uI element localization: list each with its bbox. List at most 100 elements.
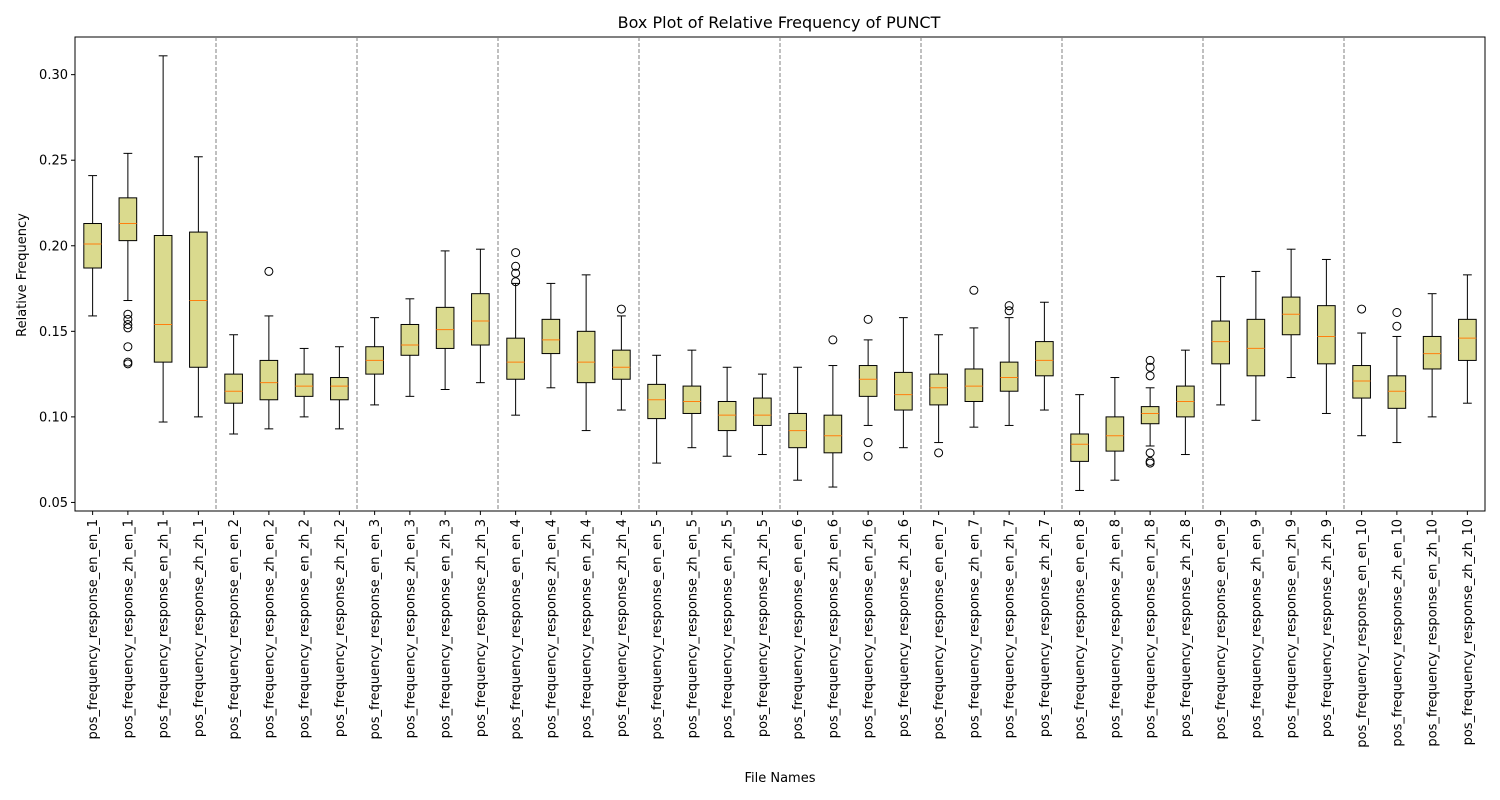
x-tick-label: pos_frequency_response_en_en_4	[509, 519, 524, 739]
box-group	[83, 175, 102, 317]
x-tick-label: pos_frequency_response_zh_en_10	[1390, 519, 1405, 747]
box-group	[717, 366, 737, 457]
x-tick-label: pos_frequency_response_en_en_8	[1073, 519, 1088, 739]
box-iqr	[1352, 365, 1371, 399]
box-iqr	[294, 373, 314, 397]
y-axis: 0.05 0.10 0.15 0.20 0.25 0.30	[39, 68, 75, 511]
box-group	[330, 346, 349, 430]
box-iqr	[894, 371, 913, 411]
box-iqr	[929, 373, 948, 406]
x-tick-label: pos_frequency_response_zh_en_5	[685, 519, 700, 738]
x-tick-label: pos_frequency_response_zh_zh_10	[1461, 519, 1476, 745]
box-group	[1352, 304, 1371, 437]
box-group	[1211, 276, 1230, 406]
box-group	[365, 317, 384, 406]
box-iqr	[541, 318, 561, 355]
x-tick-label: pos_frequency_response_en_zh_2	[298, 519, 313, 738]
x-tick-label: pos_frequency_response_zh_zh_4	[615, 519, 630, 737]
box-group	[224, 334, 243, 435]
x-tick-label: pos_frequency_response_zh_zh_6	[897, 519, 912, 737]
x-tick-label: pos_frequency_response_zh_en_1	[121, 519, 136, 738]
x-tick-label: pos_frequency_response_zh_zh_9	[1320, 519, 1335, 737]
x-tick-label: pos_frequency_response_en_zh_9	[1285, 519, 1300, 738]
outlier-point	[123, 323, 133, 333]
outlier-point	[123, 314, 133, 324]
box-iqr	[330, 377, 349, 401]
box-iqr	[964, 368, 984, 402]
y-tick-label: 0.25	[39, 154, 68, 169]
outlier-point	[1145, 362, 1155, 372]
y-tick-label: 0.10	[39, 410, 68, 425]
x-tick-label: pos_frequency_response_en_en_2	[227, 519, 242, 739]
box-iqr	[1246, 318, 1266, 377]
box-group	[1070, 394, 1089, 491]
box-iqr	[858, 365, 878, 397]
x-tick-label: pos_frequency_response_en_zh_4	[580, 519, 595, 738]
box-group	[788, 366, 807, 481]
outlier-point	[123, 319, 133, 329]
x-tick-label: pos_frequency_response_zh_en_2	[262, 519, 277, 738]
outlier-point	[511, 268, 521, 278]
outlier-point	[511, 277, 521, 287]
box-group	[541, 282, 561, 389]
outlier-point	[863, 451, 873, 461]
x-axis-label: File Names	[744, 771, 815, 786]
box-group	[858, 314, 878, 461]
box-iqr	[83, 223, 102, 269]
x-tick-label: pos_frequency_response_zh_en_6	[826, 519, 841, 738]
x-tick-label: pos_frequency_response_en_zh_8	[1144, 519, 1159, 738]
box-group	[1317, 258, 1336, 414]
box-group	[1140, 355, 1160, 468]
box-group	[153, 55, 173, 423]
x-tick-label: pos_frequency_response_zh_zh_8	[1179, 519, 1194, 737]
y-tick-label: 0.15	[39, 325, 68, 340]
x-tick-label: pos_frequency_response_zh_zh_7	[1038, 519, 1053, 737]
box-iqr	[576, 330, 596, 384]
x-tick-label: pos_frequency_response_en_zh_7	[1003, 519, 1018, 738]
box-iqr	[1458, 318, 1477, 361]
box-iqr	[1070, 433, 1089, 462]
x-tick-label: pos_frequency_response_en_zh_5	[721, 519, 736, 738]
box-group	[1246, 270, 1266, 421]
box-group	[294, 347, 314, 418]
box-group	[471, 248, 490, 384]
x-tick-label: pos_frequency_response_en_en_6	[791, 519, 806, 739]
box-group	[506, 248, 525, 416]
x-axis: pos_frequency_response_en_en_1 pos_freque…	[86, 511, 1476, 748]
box-iqr	[400, 323, 420, 356]
box-group	[823, 335, 843, 488]
outlier-point	[1145, 458, 1155, 468]
box-iqr	[1387, 375, 1407, 409]
x-tick-label: pos_frequency_response_en_zh_10	[1426, 519, 1441, 747]
box-group	[1105, 377, 1125, 481]
boxes	[83, 55, 1477, 491]
box-group	[753, 373, 772, 456]
x-tick-label: pos_frequency_response_zh_en_8	[1108, 519, 1123, 738]
group-separators	[215, 37, 1345, 511]
outlier-point	[123, 357, 133, 367]
outlier-point	[934, 448, 944, 458]
box-iqr	[189, 231, 208, 368]
box-iqr	[1140, 406, 1160, 425]
chart-title: Box Plot of Relative Frequency of PUNCT	[618, 13, 941, 32]
box-group	[1176, 349, 1195, 456]
box-group	[118, 152, 138, 369]
box-iqr	[753, 397, 772, 426]
outlier-point	[969, 285, 979, 295]
x-tick-label: pos_frequency_response_en_zh_3	[439, 519, 454, 738]
x-tick-label: pos_frequency_response_en_en_10	[1355, 519, 1370, 748]
outlier-point	[1004, 306, 1014, 316]
box-group	[1387, 308, 1407, 444]
outlier-point	[1004, 301, 1014, 311]
box-iqr	[259, 359, 279, 401]
box-group	[1458, 274, 1477, 404]
box-group	[682, 349, 702, 449]
outlier-point	[511, 248, 521, 258]
x-tick-label: pos_frequency_response_zh_en_9	[1249, 519, 1264, 738]
box-iqr	[435, 306, 455, 349]
box-iqr	[118, 197, 138, 242]
x-tick-label: pos_frequency_response_en_zh_1	[157, 519, 172, 738]
x-tick-label: pos_frequency_response_zh_en_3	[403, 519, 418, 738]
